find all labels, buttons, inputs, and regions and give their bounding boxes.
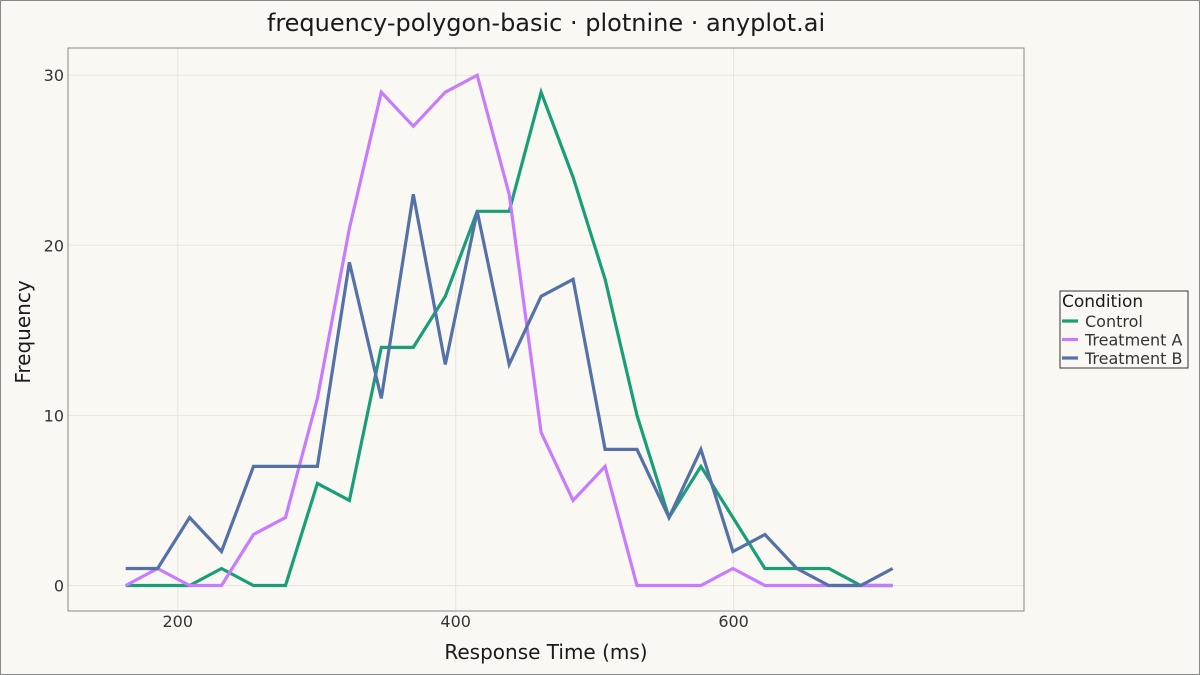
legend-label-treatment-a: Treatment A — [1084, 331, 1183, 350]
plot-panel — [67, 47, 1025, 612]
series-layer — [124, 72, 894, 588]
legend-box — [1059, 290, 1189, 369]
y-tick-label: 10 — [44, 406, 64, 425]
legend-title: Condition — [1062, 292, 1143, 312]
grid-layer — [68, 48, 1024, 611]
y-tick-label: 20 — [44, 236, 64, 255]
series-line-treatment-a — [124, 72, 893, 588]
legend-label-treatment-b: Treatment B — [1084, 349, 1182, 368]
x-tick-label: 600 — [718, 612, 749, 631]
chart-title: frequency-polygon-basic · plotnine · any… — [267, 9, 825, 37]
x-axis-title: Response Time (ms) — [444, 640, 647, 664]
y-axis-title: Frequency — [11, 280, 35, 383]
series-line-treatment-b — [125, 194, 894, 588]
y-tick-label: 0 — [54, 576, 64, 595]
x-tick-label: 200 — [162, 612, 193, 631]
y-tick-label: 30 — [44, 66, 64, 85]
series-line-control — [125, 86, 893, 588]
x-tick-label: 400 — [440, 612, 471, 631]
legend-label-control: Control — [1085, 312, 1143, 331]
tick-layer: 200 400 600 0 10 20 30 — [44, 66, 749, 631]
